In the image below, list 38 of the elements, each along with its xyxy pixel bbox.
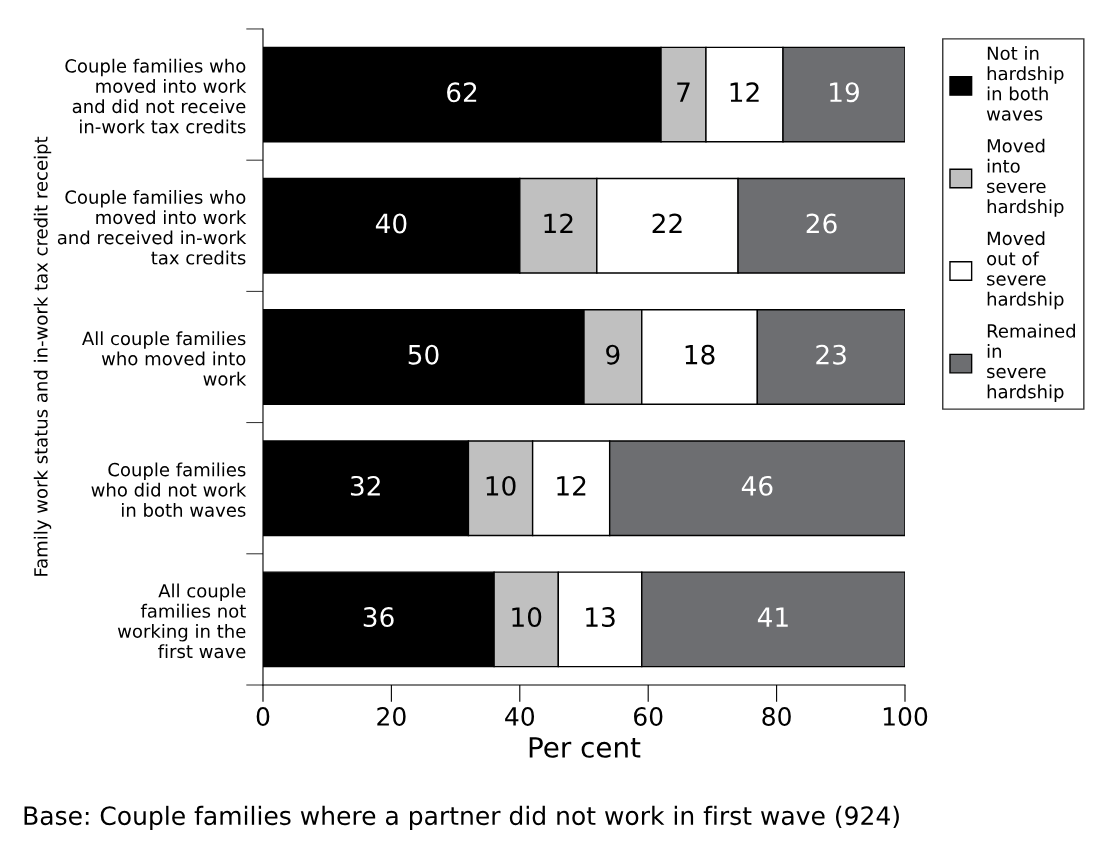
legend-label: Remained in severe hardship xyxy=(987,323,1075,402)
data-label: 12 xyxy=(557,475,586,496)
y-tick-label: All couple families who moved into work xyxy=(82,331,247,386)
text: Base: Couple families where a partner did not work in first wave (924) xyxy=(24,805,899,831)
x-axis-title: Per cent xyxy=(529,737,641,758)
x-tick-label: 40 xyxy=(505,706,535,726)
y-tick-label: Couple families who moved into work and received in-work tax credits xyxy=(57,189,247,265)
data-label: 46 xyxy=(741,475,773,496)
data-label: 40 xyxy=(375,213,407,234)
data-label: 41 xyxy=(757,607,788,627)
data-label: 10 xyxy=(512,607,542,628)
legend-label: Moved out of severe hardship xyxy=(987,231,1064,310)
data-label: 32 xyxy=(350,475,380,496)
y-tick-label: All couple families not working in the first wave xyxy=(117,583,246,659)
data-label: 50 xyxy=(408,344,439,365)
x-tick-label: 60 xyxy=(634,706,663,726)
data-label: 26 xyxy=(806,213,837,234)
x-tick-label: 100 xyxy=(883,706,928,726)
data-label: 12 xyxy=(544,213,573,234)
data-label: 10 xyxy=(486,475,516,496)
data-label: 12 xyxy=(730,82,759,102)
y-axis-title: Family work status and in-work tax credit receipt xyxy=(33,136,52,576)
legend-label: Moved into severe hardship xyxy=(987,138,1064,217)
data-label: 9 xyxy=(606,344,620,365)
data-label: 7 xyxy=(677,82,690,102)
data-label: 13 xyxy=(586,607,615,628)
data-label: 19 xyxy=(830,82,859,103)
x-tick-label: 80 xyxy=(762,706,791,726)
data-label: 22 xyxy=(652,213,682,234)
y-tick-label: Couple families who moved into work and did not receive in-work tax credits xyxy=(65,58,247,134)
data-label: 62 xyxy=(447,82,477,103)
x-tick-label: 0 xyxy=(256,706,270,726)
legend-label: Not in hardship in both waves xyxy=(986,46,1064,121)
data-label: 23 xyxy=(816,344,846,365)
y-tick-label: Couple families who did not work in both waves xyxy=(91,462,247,517)
x-tick-label: 20 xyxy=(377,706,406,726)
data-label: 36 xyxy=(363,607,394,628)
data-label: 18 xyxy=(685,344,715,365)
